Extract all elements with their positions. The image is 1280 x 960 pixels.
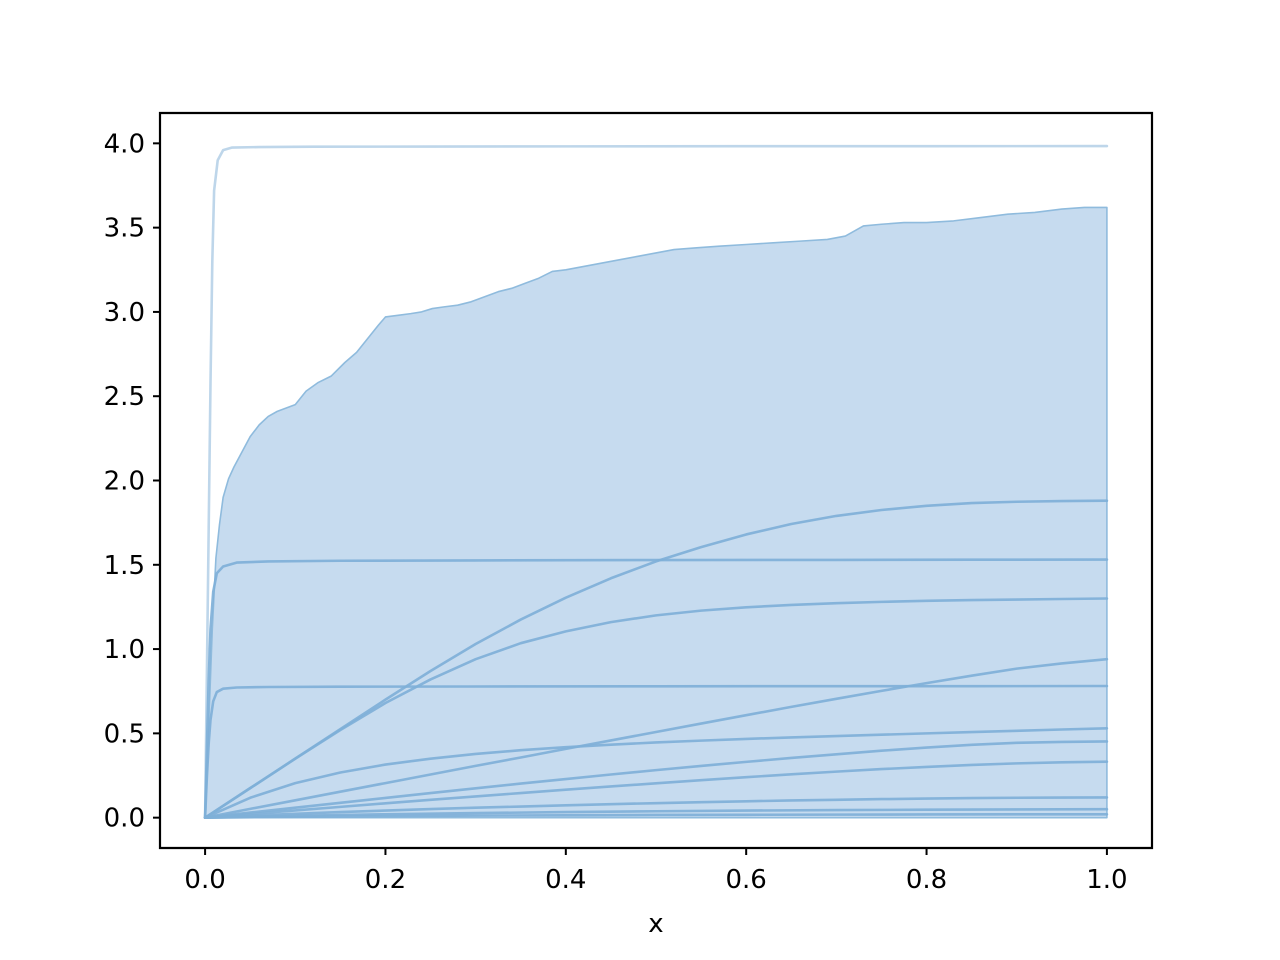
plot-border	[158, 111, 1154, 850]
x-axis-ticks	[204, 848, 1108, 855]
curve-concave-005	[203, 807, 1109, 819]
envelope-band-path	[204, 206, 1108, 819]
y-tick-label: 2.0	[104, 467, 145, 497]
curve-concave-033	[203, 760, 1109, 819]
curve-concave-045	[203, 740, 1109, 819]
curve-plateau-153	[203, 558, 1109, 819]
x-tick-label: 0.0	[184, 865, 225, 895]
y-tick-label: 0.5	[104, 719, 145, 749]
y-tick-label: 0.0	[104, 804, 145, 834]
x-tick-label: 0.8	[906, 865, 947, 895]
curve-concave-187	[203, 499, 1109, 819]
x-tick-label: 0.6	[726, 865, 767, 895]
curve-plateau-078	[203, 684, 1109, 819]
curve-concave-002	[203, 812, 1109, 819]
x-tick-label: 0.4	[545, 865, 586, 895]
y-tick-label: 4.0	[104, 129, 145, 159]
curve-concave-012	[203, 796, 1109, 819]
x-axis-title: x	[648, 909, 663, 939]
y-tick-label: 1.5	[104, 551, 145, 581]
curve-concave-130	[203, 597, 1109, 819]
y-tick-label: 3.0	[104, 298, 145, 328]
y-tick-label: 3.5	[104, 214, 145, 244]
series-lines	[203, 144, 1109, 819]
x-tick-label: 0.2	[365, 865, 406, 895]
y-axis-tick-labels: 0.0 0.5 1.0 1.5 2.0 2.5 3.0 3.5 4.0	[104, 129, 145, 833]
curve-top-plateau	[203, 144, 1109, 819]
x-axis-tick-labels: 0.0 0.2 0.4 0.6 0.8 1.0	[184, 865, 1127, 895]
curve-concave-094	[203, 657, 1109, 819]
y-tick-label: 1.0	[104, 635, 145, 665]
y-axis-ticks	[153, 142, 160, 819]
envelope-band-area	[204, 206, 1108, 819]
y-tick-label: 2.5	[104, 382, 145, 412]
axes-spines	[158, 111, 1154, 850]
x-tick-label: 1.0	[1086, 865, 1127, 895]
curve-concave-053	[203, 727, 1109, 819]
